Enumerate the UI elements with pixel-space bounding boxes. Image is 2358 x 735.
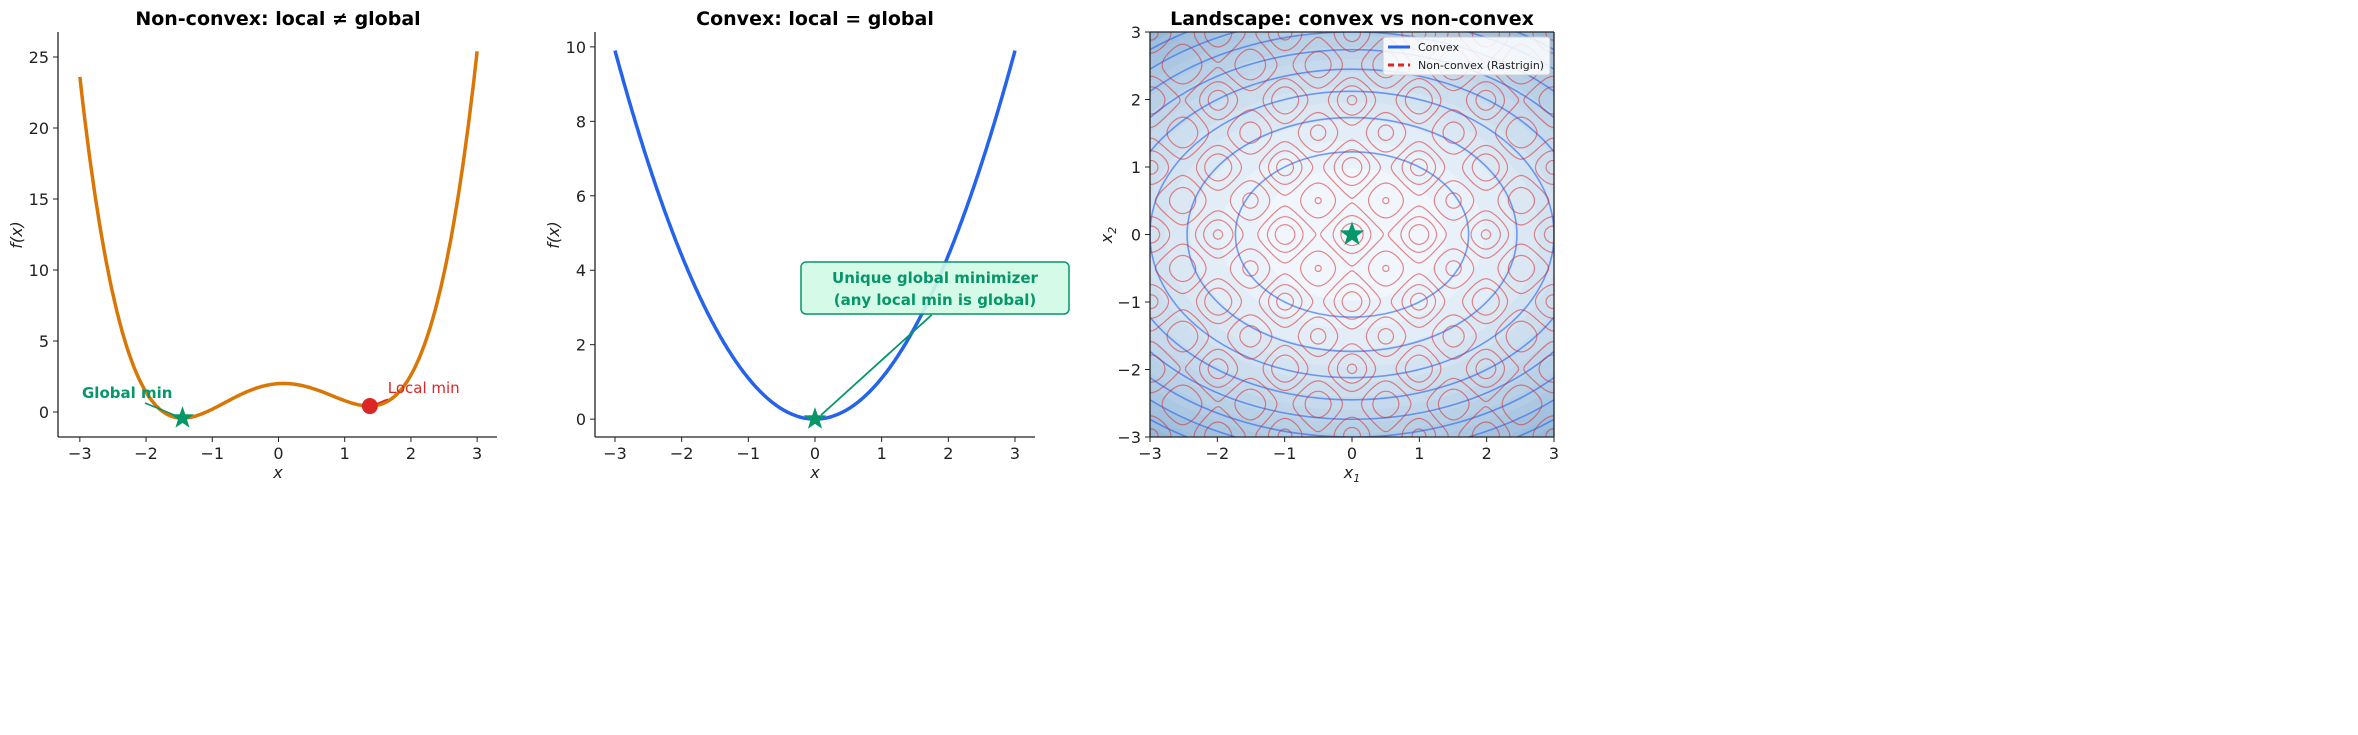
legend-label-convex: Convex bbox=[1418, 41, 1459, 54]
subscript: 2 bbox=[1106, 227, 1119, 234]
annotation-line-1: Unique global minimizer bbox=[832, 269, 1038, 287]
x-tick-label: 3 bbox=[1549, 444, 1559, 463]
x-tick-label: 0 bbox=[810, 444, 820, 463]
x-tick-label: −1 bbox=[200, 444, 224, 463]
panel2-ylabel: f(x) bbox=[544, 221, 563, 249]
x-tick-label: 1 bbox=[1414, 444, 1424, 463]
x-tick-label: −2 bbox=[1206, 444, 1230, 463]
x-tick-label: 3 bbox=[1010, 444, 1020, 463]
global-min-star-marker bbox=[171, 406, 194, 428]
legend: Convex Non-convex (Rastrigin) bbox=[1382, 36, 1551, 76]
x-tick-label: 2 bbox=[406, 444, 416, 463]
global-min-label: Global min bbox=[82, 384, 172, 402]
x-tick-label: 3 bbox=[472, 444, 482, 463]
panel1-ylabel: f(x) bbox=[7, 221, 26, 249]
convex-contour-line bbox=[1234, 151, 1470, 318]
convex-contour-line bbox=[1150, 68, 1554, 401]
panel3-ylabel: x2 bbox=[1097, 227, 1119, 244]
local-min-marker bbox=[361, 398, 378, 415]
panel1-xlabel: x bbox=[272, 463, 283, 482]
panel3-xlabel: x1 bbox=[1343, 463, 1360, 485]
nonconvex-contour-line bbox=[1150, 32, 1554, 437]
x-tick-label: −3 bbox=[1138, 444, 1162, 463]
nonconvex-contour-line bbox=[1150, 32, 1554, 437]
legend-frame bbox=[1382, 36, 1551, 76]
y-tick-label: 15 bbox=[29, 190, 49, 209]
panel1-plot: −3 −2 −1 0 1 2 3 0 5 10 15 20 25 bbox=[29, 32, 497, 463]
x-tick-label: −3 bbox=[603, 444, 627, 463]
y-tick-label: −1 bbox=[1117, 293, 1141, 312]
x-tick-label: 0 bbox=[273, 444, 283, 463]
y-tick-label: 0 bbox=[576, 410, 586, 429]
panel3-plot: −3 −2 −1 0 1 2 3 −3 −2 −1 0 1 2 3 bbox=[1117, 23, 1559, 463]
x-tick-label: −2 bbox=[670, 444, 694, 463]
y-tick-label: 4 bbox=[576, 261, 586, 280]
x-tick-label: 1 bbox=[340, 444, 350, 463]
global-min-arrow bbox=[144, 402, 175, 416]
convex-contour-line bbox=[1150, 48, 1554, 421]
x-tick-label: −1 bbox=[737, 444, 761, 463]
y-tick-label: 2 bbox=[1131, 91, 1141, 110]
y-tick-label: 1 bbox=[1131, 158, 1141, 177]
y-tick-label: 10 bbox=[29, 261, 49, 280]
y-tick-label: 0 bbox=[39, 403, 49, 422]
x-tick-label: 1 bbox=[877, 444, 887, 463]
x-tick-label: 2 bbox=[1482, 444, 1492, 463]
local-min-label: Local min bbox=[388, 379, 460, 397]
subscript: 1 bbox=[1353, 472, 1360, 485]
minimum-star-marker bbox=[1339, 221, 1365, 245]
annotation-line-2: (any local min is global) bbox=[834, 291, 1037, 309]
panel3-title: Landscape: convex vs non-convex bbox=[1170, 8, 1534, 30]
y-tick-label: 3 bbox=[1131, 23, 1141, 42]
annotation-background bbox=[800, 261, 1070, 315]
y-tick-label: 20 bbox=[29, 119, 49, 138]
convex-contour-line bbox=[1150, 90, 1554, 379]
panel1-title: Non-convex: local ≠ global bbox=[135, 8, 420, 30]
panel2-xlabel: x bbox=[809, 463, 820, 482]
y-tick-label: 6 bbox=[576, 187, 586, 206]
panel3-xlabel-base: x bbox=[1343, 463, 1354, 482]
annotation-arrow bbox=[820, 314, 933, 416]
y-tick-label: −2 bbox=[1117, 361, 1141, 380]
panel2-title: Convex: local = global bbox=[696, 8, 934, 30]
local-min-arrow bbox=[375, 398, 389, 405]
minimum-star-marker bbox=[803, 407, 827, 429]
y-tick-label: −3 bbox=[1117, 428, 1141, 447]
panel2-plot: −3 −2 −1 0 1 2 3 0 2 4 6 8 10 bbox=[566, 32, 1035, 463]
y-tick-label: 8 bbox=[576, 112, 586, 131]
nonconvex-curve bbox=[78, 51, 479, 420]
y-tick-label: 25 bbox=[29, 48, 49, 67]
y-tick-label: 0 bbox=[1131, 226, 1141, 245]
convex-contour-line bbox=[1186, 116, 1518, 353]
convex-curve bbox=[613, 50, 1017, 421]
annotation-box: Unique global minimizer (any local min i… bbox=[800, 261, 1070, 315]
x-tick-label: −3 bbox=[68, 444, 92, 463]
y-tick-label: 2 bbox=[576, 336, 586, 355]
x-tick-label: −1 bbox=[1273, 444, 1297, 463]
y-tick-label: 10 bbox=[566, 38, 586, 57]
x-tick-label: 0 bbox=[1347, 444, 1357, 463]
x-tick-label: −2 bbox=[134, 444, 158, 463]
panel3-ylabel-base: x bbox=[1097, 233, 1116, 244]
x-tick-label: 2 bbox=[943, 444, 953, 463]
y-tick-label: 5 bbox=[39, 332, 49, 351]
legend-label-nonconvex: Non-convex (Rastrigin) bbox=[1418, 59, 1544, 72]
